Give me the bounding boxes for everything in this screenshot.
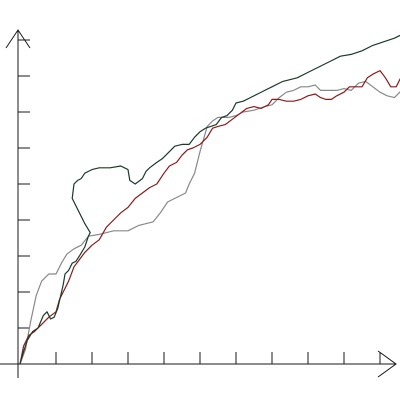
series-line-1 [19, 80, 400, 365]
series-line-2 [19, 69, 400, 365]
x-axis-arrowhead [377, 350, 397, 378]
y-axis-arrowhead [5, 29, 31, 49]
chart-axes [0, 29, 397, 378]
x-axis-ticks [55, 352, 381, 364]
y-axis-ticks [18, 39, 30, 329]
series-line-3 [19, 34, 400, 365]
chart-series [19, 34, 400, 365]
